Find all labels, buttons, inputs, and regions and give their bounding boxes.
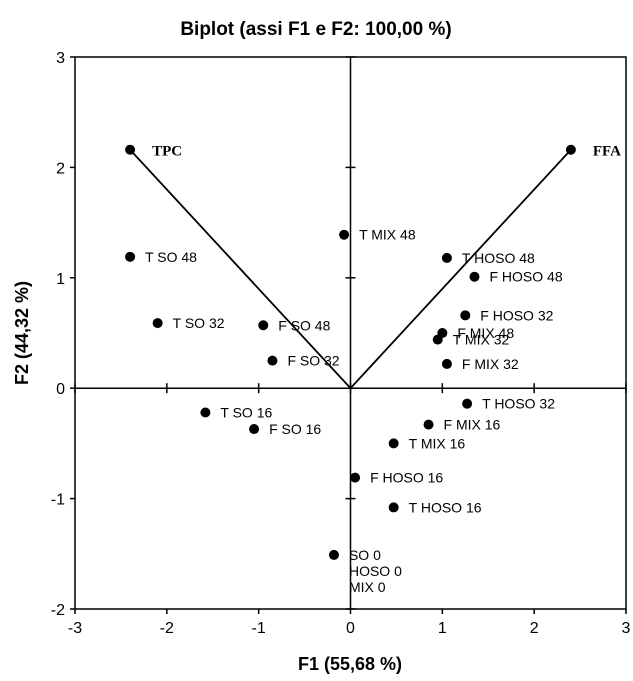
- data-point: [460, 310, 471, 321]
- vector-label: FFA: [593, 144, 621, 160]
- data-point: [388, 502, 399, 513]
- point-label: F MIX 48: [457, 325, 514, 341]
- point-label: F SO 32: [287, 353, 339, 369]
- point-label: T SO 16: [220, 404, 272, 420]
- chart-title: Biplot (assi F1 e F2: 100,00 %): [180, 19, 451, 40]
- point-label: MIX 0: [349, 579, 386, 595]
- y-tick-label: -1: [51, 492, 65, 509]
- y-tick-label: 0: [56, 381, 65, 398]
- point-label: T SO 48: [145, 249, 197, 265]
- x-tick-label: 0: [346, 620, 355, 637]
- data-point: [328, 549, 339, 560]
- vector-point: [565, 144, 576, 155]
- point-label: T HOSO 32: [482, 396, 555, 412]
- x-tick-label: 1: [438, 620, 447, 637]
- data-point: [125, 251, 136, 262]
- vector-label: TPC: [152, 144, 182, 160]
- data-point: [388, 438, 399, 449]
- y-tick-label: -2: [51, 602, 65, 619]
- x-tick-label: 2: [530, 620, 539, 637]
- y-tick-label: 1: [56, 271, 65, 288]
- x-tick-label: 3: [622, 620, 631, 637]
- point-label: F HOSO 16: [370, 470, 443, 486]
- point-label: T HOSO 48: [462, 250, 535, 266]
- x-tick-label: -2: [160, 620, 174, 637]
- point-label: T MIX 48: [359, 227, 416, 243]
- point-label: F SO 16: [269, 421, 321, 437]
- y-tick-label: 2: [56, 160, 65, 177]
- data-point: [441, 358, 452, 369]
- point-label: SO 0: [349, 547, 381, 563]
- x-tick-label: -3: [68, 620, 82, 637]
- vector-line: [349, 149, 572, 389]
- point-label: F SO 48: [278, 317, 330, 333]
- y-axis-label: F2 (44,32 %): [12, 281, 32, 385]
- data-point: [432, 334, 443, 345]
- point-label: F MIX 32: [462, 356, 519, 372]
- vector-line: [129, 149, 352, 389]
- vector-point: [125, 144, 136, 155]
- data-point: [249, 424, 260, 435]
- point-label: F HOSO 32: [480, 307, 553, 323]
- x-tick-label: -1: [252, 620, 266, 637]
- point-label: F HOSO 48: [489, 269, 562, 285]
- data-point: [258, 320, 269, 331]
- data-point: [339, 229, 350, 240]
- data-point: [462, 398, 473, 409]
- y-tick-label: 3: [56, 50, 65, 67]
- data-point: [469, 271, 480, 282]
- point-label: F MIX 16: [444, 417, 501, 433]
- data-point: [350, 472, 361, 483]
- data-point: [267, 355, 278, 366]
- point-label: T MIX 32: [453, 332, 510, 348]
- point-label: HOSO 0: [349, 563, 402, 579]
- x-axis-label: F1 (55,68 %): [298, 654, 402, 674]
- data-point: [152, 318, 163, 329]
- data-point: [423, 419, 434, 430]
- point-label: T HOSO 16: [409, 499, 482, 515]
- data-point: [200, 407, 211, 418]
- point-label: T MIX 16: [409, 435, 466, 451]
- point-label: T SO 32: [173, 315, 225, 331]
- data-point: [441, 252, 452, 263]
